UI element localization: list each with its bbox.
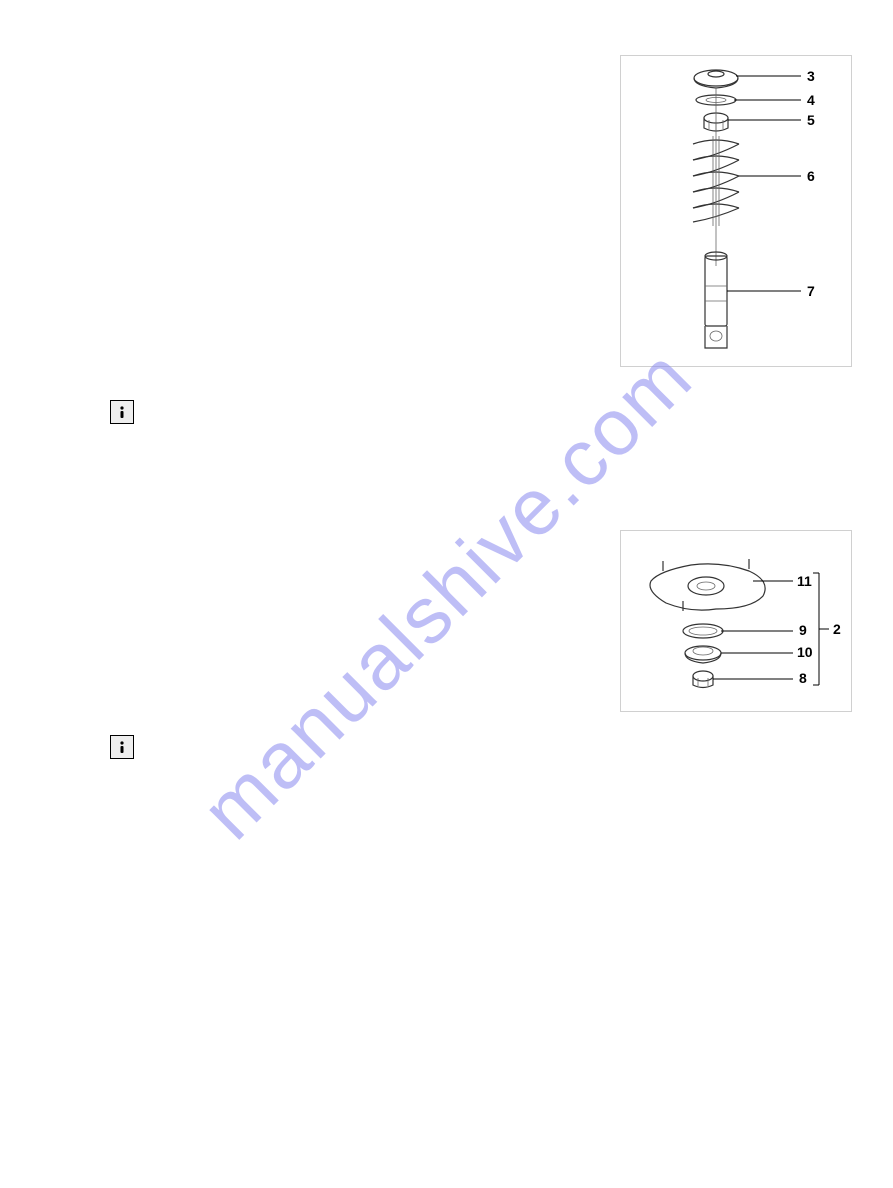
- page: manualshive.com: [0, 0, 893, 1188]
- callout-11: 11: [797, 573, 812, 589]
- callout-2: 2: [833, 621, 841, 637]
- callout-3: 3: [807, 68, 815, 84]
- figure-mount-assembly: 11 9 10 8 2: [620, 530, 852, 712]
- info-icon: [110, 400, 134, 424]
- callout-8: 8: [799, 670, 807, 686]
- figure-strut-spring: 3 4 5 6 7: [620, 55, 852, 367]
- callout-7: 7: [807, 283, 815, 299]
- info-icon: [110, 735, 134, 759]
- callout-6: 6: [807, 168, 815, 184]
- callout-9: 9: [799, 622, 807, 638]
- callout-10: 10: [797, 644, 813, 660]
- callout-4: 4: [807, 92, 815, 108]
- callout-5: 5: [807, 112, 815, 128]
